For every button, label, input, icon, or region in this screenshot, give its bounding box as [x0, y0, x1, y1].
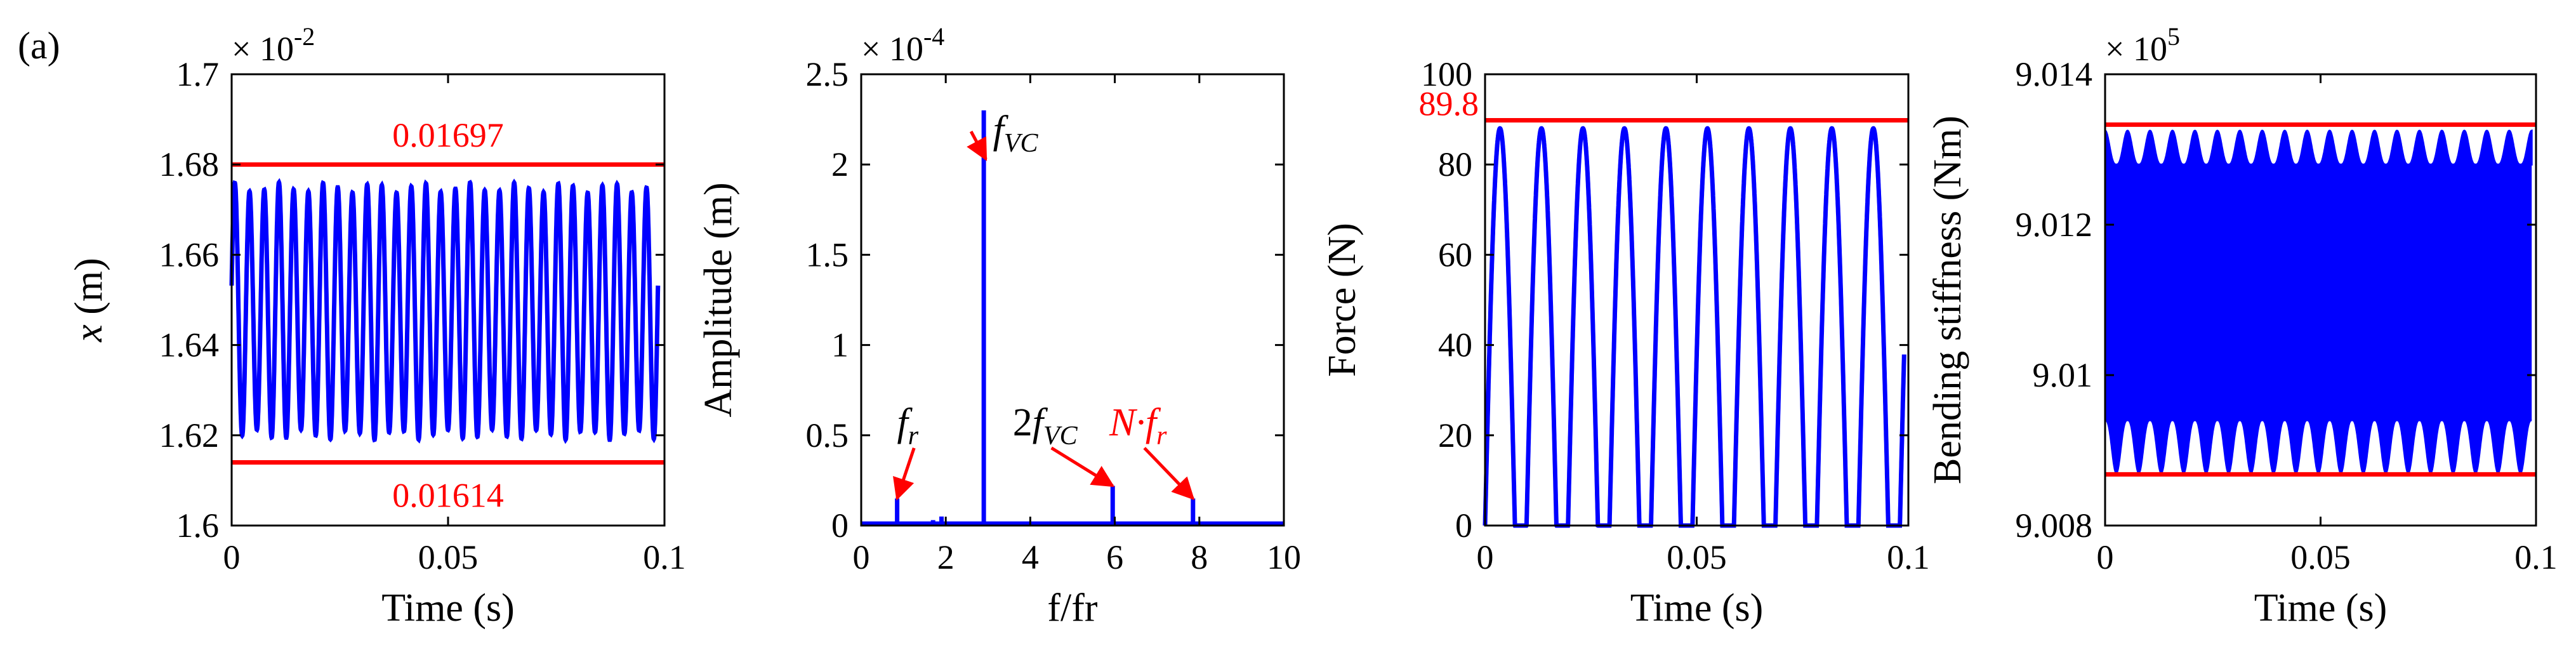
axis-exponent-base: × 10: [232, 30, 294, 68]
x-tick-label-1: 0.05: [418, 538, 479, 576]
y-tick-label-2: 40: [1438, 326, 1472, 364]
reference-label-1: 0.01614: [392, 476, 504, 514]
y-tick-label-2: 1: [831, 326, 849, 364]
signal-line: [229, 178, 661, 444]
y-tick-label-3: 60: [1438, 235, 1472, 274]
y-tick-label-0: 1.6: [176, 506, 220, 545]
y-tick-label-1: 20: [1438, 416, 1472, 454]
y-tick-label-0: 0: [831, 506, 849, 545]
x-axis-label: f/fr: [1047, 586, 1098, 630]
y-axis-label: x (m): [67, 258, 110, 343]
y-tick-label-4: 2: [831, 145, 849, 183]
y-tick-label-4: 1.68: [159, 145, 220, 183]
axis-exponent: × 105: [2105, 22, 2180, 68]
annotation-subscript: VC: [1043, 421, 1078, 451]
x-tick-label-4: 8: [1191, 538, 1208, 576]
y-tick-label-5: 100: [1421, 55, 1472, 93]
annotation-fr: fr: [897, 401, 918, 451]
annotation-prefix: 2: [1013, 401, 1033, 444]
annotation-prefix: N·: [1109, 401, 1146, 444]
y-tick-label-1: 0.5: [806, 416, 849, 454]
y-tick-label-2: 9.012: [2016, 206, 2093, 244]
x-tick-label-2: 0.1: [1887, 538, 1930, 576]
x-tick-label-0: 0: [2097, 538, 2114, 576]
axis-exponent: × 10-2: [232, 22, 315, 68]
y-tick-label-3: 1.66: [159, 235, 220, 274]
y-tick-label-3: 1.5: [806, 235, 849, 274]
y-tick-label-5: 1.7: [176, 55, 220, 93]
y-tick-label-0: 0: [1455, 506, 1472, 545]
x-tick-label-2: 4: [1022, 538, 1039, 576]
y-tick-label-5: 2.5: [806, 55, 849, 93]
annotation-arrow-fr: [893, 447, 916, 501]
x-axis-label: Time (s): [2254, 586, 2388, 630]
annotation-fvc: fVC: [993, 109, 1039, 158]
signal-upper-envelope: [2104, 129, 2533, 166]
x-tick-label-2: 0.1: [643, 538, 686, 576]
y-tick-label-0: 9.008: [2016, 506, 2093, 545]
axis-exponent-base: × 10: [861, 30, 923, 68]
annotation-2fvc: 2fVC: [1013, 401, 1078, 451]
annotation-arrow-2fvc: [1050, 446, 1115, 487]
panel-label: (a): [18, 25, 60, 67]
x-axis-label: Time (s): [381, 586, 515, 630]
x-tick-label-0: 0: [1477, 538, 1494, 576]
chart-stiffness: 0 0.05 0.1 9.008 9.01 9.012 9.014 Time (s) Bendi…: [1926, 22, 2558, 630]
y-tick-label-1: 1.62: [159, 416, 220, 454]
annotation-subscript: r: [1156, 421, 1167, 451]
y-axis-label-unit: (m): [67, 258, 110, 324]
signal-line: [1483, 126, 1906, 528]
y-axis-label: Bending stiffness (Nm): [1926, 116, 1969, 484]
annotation-subscript: r: [908, 421, 919, 451]
x-tick-label-1: 2: [937, 538, 954, 576]
y-axis-label-var: x: [67, 324, 110, 343]
axis-exponent-base: × 10: [2105, 30, 2167, 68]
axis-exponent-power: -4: [923, 22, 944, 51]
signal-band: [2105, 164, 2532, 421]
y-tick-label-4: 80: [1438, 145, 1472, 183]
x-tick-label-3: 6: [1106, 538, 1123, 576]
signal-lower-envelope: [2105, 419, 2532, 474]
x-tick-label-1: 0.05: [2290, 538, 2351, 576]
axis-exponent-power: 5: [2167, 22, 2180, 51]
x-axis-label: Time (s): [1630, 586, 1764, 630]
chart-spectrum: 0 2 4 6 8 10 0 0.5 1 1.5 2 2.5 f/fr Amplitude (m) × 10…: [697, 22, 1301, 630]
reference-label-0: 0.01697: [392, 116, 504, 154]
annotation-arrow-nfr: [1143, 447, 1195, 500]
x-tick-label-1: 0.05: [1667, 538, 1727, 576]
annotation-nfr: N·fr: [1109, 401, 1167, 451]
y-axis-label: Amplitude (m): [697, 182, 740, 417]
annotation-subscript: VC: [1004, 129, 1039, 158]
y-tick-label-3: 9.014: [2016, 55, 2093, 93]
axis-exponent-power: -2: [294, 22, 315, 51]
chart-displacement: 0.01697 0.01614 0 0.05 0.1 1.6 1.62 1.64 1.66 1.6…: [67, 22, 686, 630]
axes-frame: [860, 73, 1285, 527]
axis-exponent: × 10-4: [861, 22, 944, 68]
annotation-arrow-fvc: [967, 130, 987, 161]
y-tick-label-1: 9.01: [2033, 356, 2093, 394]
y-axis-label: Force (N): [1321, 223, 1364, 377]
x-tick-label-5: 10: [1267, 538, 1301, 576]
x-tick-label-0: 0: [223, 538, 241, 576]
reference-label-0: 89.8: [1419, 85, 1479, 123]
y-tick-label-2: 1.64: [159, 326, 220, 364]
chart-force: 89.8 0 0.05 0.1 0 20 40 60 80 100 Time (s) Force (N…: [1321, 55, 1930, 630]
x-tick-label-2: 0.1: [2514, 538, 2558, 576]
x-tick-label-0: 0: [853, 538, 870, 576]
